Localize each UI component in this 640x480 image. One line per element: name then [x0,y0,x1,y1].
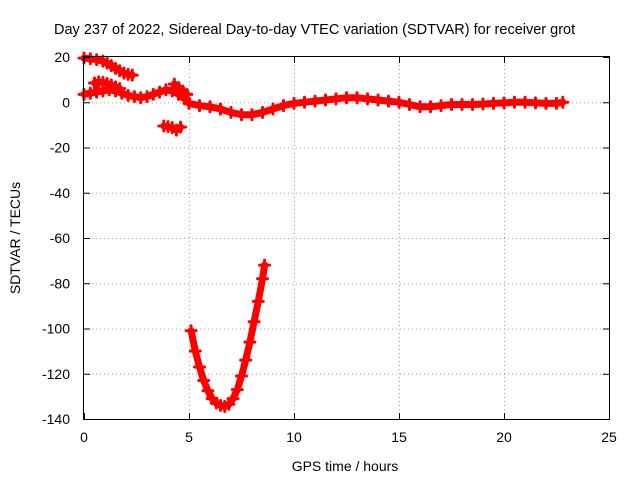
data-point [371,93,385,107]
data-point [308,94,322,108]
data-point [287,96,301,110]
data-point [340,91,353,105]
data-point [487,96,500,110]
y-axis-label: SDTVAR / TECUs [7,182,23,294]
data-point [193,99,206,113]
data-point [214,102,227,116]
data-point [243,335,257,349]
data-point [146,87,160,101]
data-point [184,324,198,338]
data-point [140,90,154,104]
data-point [266,102,280,116]
chart-title: Day 237 of 2022, Sidereal Day-to-day VTE… [54,22,575,38]
series-short-negative [157,119,188,137]
data-point [497,96,511,110]
data-point [445,98,458,112]
series-trace [187,261,269,411]
y-tick-label: -20 [50,140,70,156]
y-tick-label: -80 [50,275,70,291]
y-tick-label: -140 [42,411,70,427]
series-spike-near-4h [167,77,194,101]
data-point [201,384,215,398]
y-tick-label: -60 [50,230,70,246]
x-tick-labels: 0 5 10 15 20 25 [80,429,617,445]
data-point [466,98,479,112]
data-point [392,95,406,109]
y-tick-label: -120 [42,366,70,382]
data-point [188,344,202,358]
y-tick-label: 0 [62,94,70,110]
data-point [539,96,553,110]
plot-frame [83,56,610,420]
data-point [403,98,416,112]
data-point [235,369,248,383]
data-point [239,353,253,367]
grid-lines [84,57,609,419]
data-point [529,96,542,110]
data-point [298,95,311,109]
y-tick-label: -100 [42,321,70,337]
data-point [329,92,343,106]
data-point [424,100,437,114]
data-point [153,85,167,99]
data-point [113,82,127,96]
data-point [434,99,448,113]
data-point [256,272,269,286]
x-tick-label: 15 [391,429,407,445]
x-tick-label: 0 [80,429,88,445]
data-point [247,315,261,329]
data-point [230,383,244,397]
series-dip-arc [184,258,272,414]
series-early-bump [88,75,127,96]
data-point [224,105,238,119]
data-point [182,96,196,110]
data-point [235,108,248,122]
data-point [203,100,217,114]
data-point [476,97,490,111]
data-point [180,87,194,101]
data-point [413,100,427,114]
data-point [277,99,290,113]
data-point [319,93,332,107]
data-point [256,105,269,119]
x-tick-label: 20 [496,429,512,445]
y-tick-label: 20 [54,49,70,65]
x-tick-label: 10 [286,429,302,445]
data-point [251,294,265,308]
series-trace [170,80,191,98]
data-point [361,92,374,106]
x-axis-label: GPS time / hours [292,458,399,474]
data-point [455,98,469,112]
y-tick-label: -40 [50,185,70,201]
data-point [258,258,272,272]
data-point [556,95,570,109]
data-point [193,360,206,374]
data-point [197,374,211,388]
data-point [245,108,259,122]
y-tick-labels: 20 0 -20 -40 -60 -80 -100 -120 -140 [42,49,70,427]
axis-ticks [84,57,610,420]
data-points [77,51,570,414]
data-point [508,95,521,109]
data-point [125,68,139,82]
x-tick-label: 5 [185,429,193,445]
data-point [382,94,395,108]
data-point [350,91,364,105]
x-tick-label: 25 [601,429,617,445]
data-point [518,95,532,109]
data-point [174,120,188,134]
data-point [226,392,240,406]
